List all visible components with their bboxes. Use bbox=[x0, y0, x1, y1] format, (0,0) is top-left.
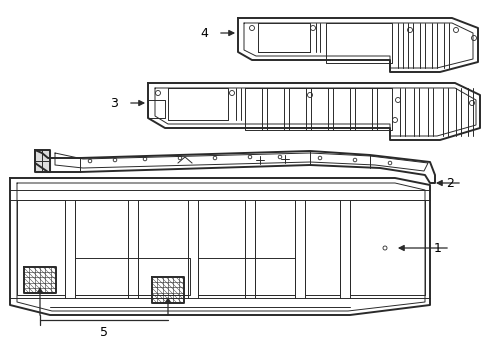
Polygon shape bbox=[148, 83, 480, 140]
Text: 3: 3 bbox=[110, 96, 118, 109]
Text: 4: 4 bbox=[200, 27, 208, 40]
Polygon shape bbox=[238, 18, 478, 72]
Text: 1: 1 bbox=[434, 242, 442, 255]
Text: 5: 5 bbox=[100, 325, 108, 338]
Polygon shape bbox=[10, 178, 430, 315]
Polygon shape bbox=[35, 150, 435, 183]
Text: 2: 2 bbox=[446, 176, 454, 189]
Polygon shape bbox=[35, 150, 50, 172]
